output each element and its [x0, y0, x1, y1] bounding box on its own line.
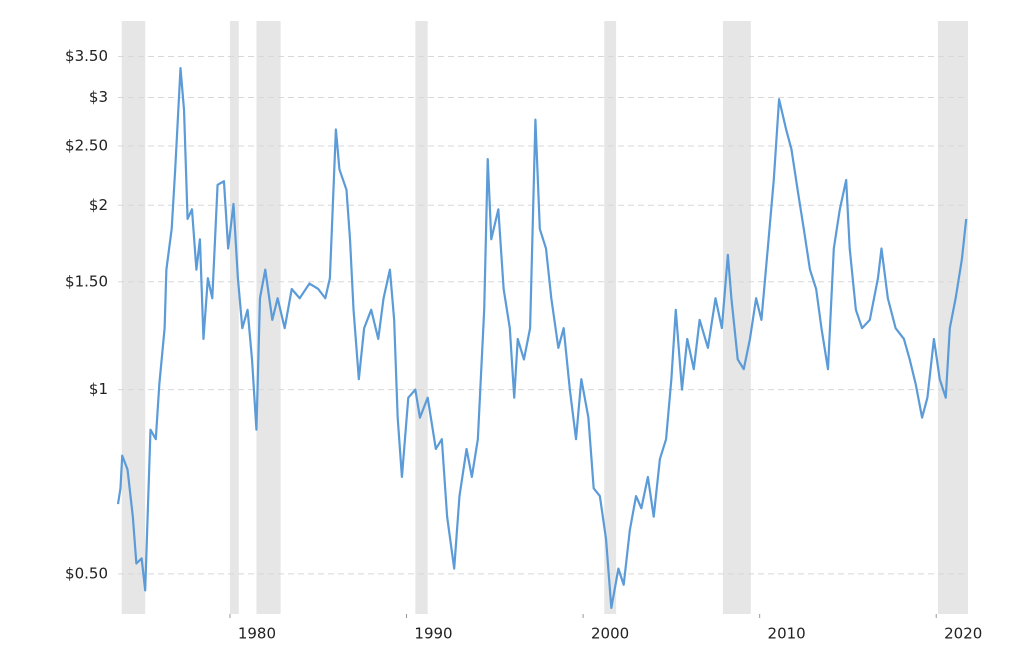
recession-band	[604, 21, 617, 614]
y-tick-label: $1	[89, 380, 108, 398]
recession-band	[415, 21, 428, 614]
x-tick-label: 1990	[414, 625, 452, 643]
y-tick-label: $2.50	[65, 136, 108, 154]
x-tick-label: 2010	[768, 625, 806, 643]
recession-band	[229, 21, 239, 614]
y-tick-label: $3	[89, 88, 108, 106]
x-tick-label: 2020	[944, 625, 982, 643]
y-tick-label: $1.50	[65, 272, 108, 290]
recession-band	[722, 21, 751, 614]
x-tick-label: 2000	[591, 625, 629, 643]
y-tick-label: $0.50	[65, 564, 108, 582]
recession-band	[121, 21, 146, 614]
y-tick-label: $3.50	[65, 47, 108, 65]
x-tick-label: 1980	[238, 625, 276, 643]
price-line	[116, 67, 968, 609]
y-tick-label: $2	[89, 196, 108, 214]
